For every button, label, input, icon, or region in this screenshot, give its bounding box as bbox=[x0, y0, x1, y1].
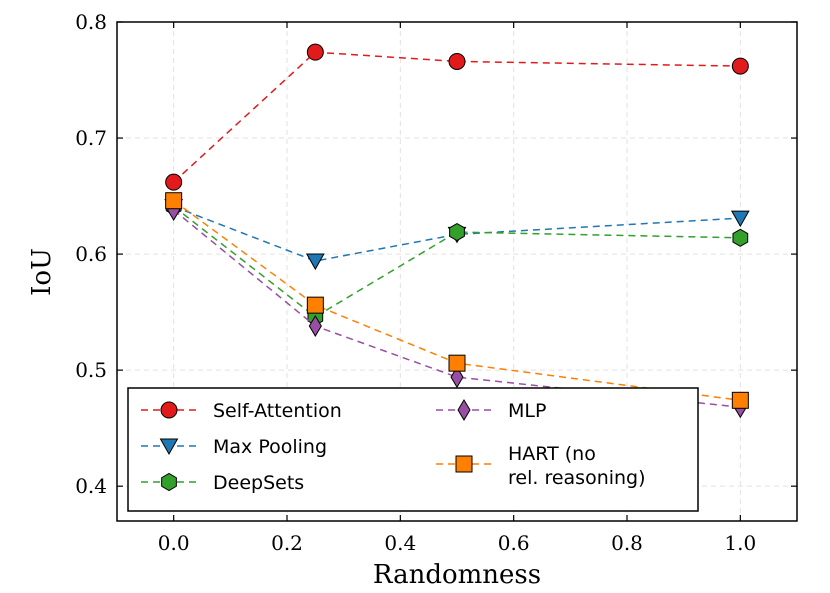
legend-marker-1 bbox=[159, 438, 179, 456]
legend-label-2: DeepSets bbox=[213, 472, 304, 494]
data-point-4-2 bbox=[448, 354, 466, 372]
legend-label-line: MLP bbox=[508, 400, 546, 422]
ticks: 0.0 0.2 0.4 0.6 0.8 1.0 0.4 0.5 0.6 0.7 0.8 bbox=[75, 10, 797, 555]
y-tick-label-4: 0.8 bbox=[75, 10, 107, 34]
data-point-4-3 bbox=[731, 391, 749, 409]
legend-label-4: HART (no rel. reasoning) bbox=[508, 443, 646, 489]
x-axis-title: Randomness bbox=[373, 560, 541, 590]
y-tick-label-3: 0.7 bbox=[75, 126, 107, 150]
y-tick-label-2: 0.6 bbox=[75, 242, 107, 266]
legend-label-line: Max Pooling bbox=[213, 436, 327, 458]
series-line-0 bbox=[173, 51, 741, 183]
data-point-2-2 bbox=[449, 222, 465, 242]
legend-label-0: Self-Attention bbox=[213, 400, 342, 422]
series-4 bbox=[165, 192, 749, 409]
data-point-1-3 bbox=[730, 210, 750, 228]
series-line-3 bbox=[173, 209, 741, 409]
legend-item-2: DeepSets bbox=[141, 472, 304, 494]
legend-item-4: HART (no rel. reasoning) bbox=[436, 443, 646, 489]
data-point-1-1 bbox=[305, 253, 325, 271]
y-tick-label-1: 0.5 bbox=[75, 358, 107, 382]
legend-label-line: HART (no bbox=[508, 443, 596, 465]
legend-marker-3 bbox=[457, 399, 471, 421]
data-point-3-1 bbox=[308, 315, 322, 338]
legend-marker-0 bbox=[160, 401, 178, 419]
x-tick-label-5: 1.0 bbox=[724, 531, 756, 555]
x-tick-label-1: 0.2 bbox=[271, 531, 303, 555]
legend-label-line: Self-Attention bbox=[213, 400, 342, 422]
x-tick-label-2: 0.4 bbox=[384, 531, 416, 555]
data-point-0-0 bbox=[165, 173, 183, 191]
data-point-2-3 bbox=[732, 228, 749, 247]
legend-marker-4 bbox=[455, 455, 473, 473]
data-point-4-1 bbox=[306, 296, 324, 314]
legend-item-1: Max Pooling bbox=[141, 436, 327, 458]
legend-marker-2 bbox=[161, 472, 177, 492]
series-layer bbox=[164, 43, 750, 419]
plot-frame bbox=[116, 21, 798, 522]
legend-label-line: DeepSets bbox=[213, 472, 304, 494]
legend-item-3: MLP bbox=[436, 399, 546, 422]
data-point-0-3 bbox=[731, 57, 749, 75]
y-tick-label-0: 0.4 bbox=[75, 474, 107, 498]
series-2 bbox=[165, 197, 749, 326]
legend: Self-Attention Max Pooling DeepSets MLP HART… bbox=[127, 387, 699, 512]
data-point-3-2 bbox=[450, 366, 464, 389]
data-point-4-0 bbox=[165, 192, 183, 210]
x-tick-label-4: 0.8 bbox=[611, 531, 643, 555]
axes bbox=[116, 21, 798, 522]
legend-label-line: rel. reasoning) bbox=[508, 467, 646, 489]
series-line-1 bbox=[173, 205, 741, 262]
x-tick-label-3: 0.6 bbox=[498, 531, 530, 555]
legend-label-3: MLP bbox=[508, 400, 546, 422]
legend-item-0: Self-Attention bbox=[141, 400, 342, 422]
x-tick-label-0: 0.0 bbox=[158, 531, 190, 555]
series-0 bbox=[165, 43, 749, 191]
legend-box bbox=[127, 387, 699, 512]
legend-label-1: Max Pooling bbox=[213, 436, 327, 458]
y-axis-title: IoU bbox=[27, 248, 57, 296]
series-line-2 bbox=[173, 205, 741, 318]
data-point-0-1 bbox=[306, 43, 324, 61]
data-point-0-2 bbox=[448, 52, 466, 70]
series-line-4 bbox=[173, 200, 741, 402]
